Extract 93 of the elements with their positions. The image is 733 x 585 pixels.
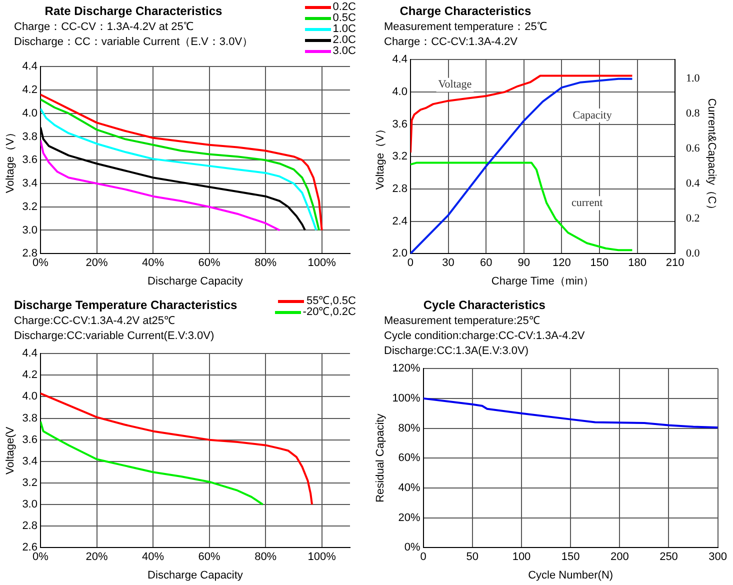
y-axis-title: Residual Capacity [374,413,387,502]
x-tick-label: 100 [512,551,531,564]
y-tick-label: 4.2 [22,369,38,382]
chart-title: Rate Discharge Characteristics [44,4,224,18]
x-tick-label: 100% [308,551,336,564]
x-tick-label: 20% [86,257,108,270]
y-tick-label: 2.4 [392,215,408,228]
y-tick-label: 20% [398,512,421,524]
y-tick-label: 3.8 [22,412,38,424]
x-tick-label: 60% [198,551,221,564]
y-tick-label: 2.8 [22,520,38,532]
chart-subtitle: Measurement temperature:25℃ Cycle condition:charge:CC-CV:1.3A-4.2V Discharge:CC:1.3A(E.V:3.0V) [384,314,585,359]
legend-label: 0.5C [332,12,356,24]
x-tick-label: 0% [32,551,49,564]
y2-axis-title: Current&Capacity（C） [705,98,718,215]
series-label: current [572,197,603,210]
x-tick-label: 0 [420,551,426,564]
chart-title: Charge Characteristics [398,4,532,18]
x-axis-title: Charge Time（min） [491,275,594,288]
chart-subtitle: Charge:CC-CV:1.3A-4.2V at25℃ Discharge:CC:variable Current(E.V:3.0V) [14,314,216,344]
y-tick-label: 4.0 [22,107,38,120]
y2-tick-label: 0.8 [686,108,700,120]
y-tick-label: 3.4 [22,455,38,468]
x-tick-label: 200 [610,551,629,564]
y-tick-label: 3.6 [22,154,38,166]
chart-subtitle: Measurement temperature：25℃ Charge：CC-CV:1.3A-4.2V [384,20,547,50]
y-tick-label: 2.8 [22,248,38,260]
legend-label: 0.2C [332,1,356,13]
y2-tick-label: 1.0 [686,72,700,85]
x-tick-label: 40% [142,551,164,564]
y-tick-label: 3.2 [22,200,38,213]
x-tick-label: 250 [660,551,678,564]
y-tick-label: 2.8 [392,182,408,195]
y-tick-label: 3.0 [22,224,38,236]
y-tick-label: 4.2 [22,84,38,96]
x-tick-label: 150 [590,257,609,270]
y-tick-label: 3.0 [22,498,38,511]
y-tick-label: 100% [392,392,421,404]
x-tick-label: 40% [142,257,164,270]
legend-label: 1.0C [332,23,356,35]
y-tick-label: 60% [398,452,421,464]
chart-subtitle: Charge：CC-CV：1.3A-4.2V at 25℃ Discharge：CC：variable Current（E.V：3.0V） [14,20,254,50]
y-tick-label: 4.4 [392,54,408,66]
x-axis-title: Discharge Capacity [148,275,244,288]
x-tick-label: 210 [666,257,684,270]
y-tick-label: 2.6 [22,542,38,554]
y-tick-label: 3.2 [22,476,38,489]
y-tick-label: 2.0 [392,248,408,260]
y-tick-label: 3.2 [392,150,408,163]
y2-tick-label: 0.0 [686,247,700,260]
y2-tick-label: 0.6 [686,142,700,155]
x-tick-label: 80% [254,257,277,270]
x-tick-label: 180 [628,257,646,270]
y-axis-title: Voltage（V） [4,127,17,194]
legend-label: -20℃,0.2C [302,306,356,318]
x-tick-label: 60 [480,257,492,270]
legend-label: 2.0C [332,34,356,46]
legend-label: 55℃,0.5C [305,295,356,307]
text: Capacity [572,109,612,122]
y2-tick-label: 0.2 [686,212,700,225]
y-tick-label: 3.4 [22,178,38,190]
x-tick-label: 0 [407,257,414,270]
x-tick-label: 100% [308,257,336,270]
y-tick-label: 4.0 [22,390,38,403]
x-axis-title: Discharge Capacity [148,569,244,582]
y-tick-label: 40% [398,482,421,494]
y-axis-title: Voltage(V [4,426,17,474]
y-tick-label: 120% [392,362,421,375]
x-tick-label: 50 [466,551,479,564]
y-axis-title: Voltage（V） [374,124,387,190]
series-label: Voltage [438,78,472,91]
y-tick-label: 3.6 [392,118,408,130]
x-tick-label: 60% [198,257,221,270]
x-tick-label: 0% [32,257,49,270]
y-tick-label: 80% [398,422,421,434]
x-tick-label: 150 [561,551,580,564]
x-axis-title: Cycle Number(N) [528,569,614,582]
y-tick-label: 4.0 [392,86,408,98]
y-tick-label: 3.8 [22,130,38,143]
x-tick-label: 90 [518,257,530,270]
y-tick-label: 4.4 [22,348,38,360]
x-tick-label: 30 [442,257,454,270]
x-tick-label: 20% [86,551,108,564]
chart-title: Discharge Temperature Characteristics [14,298,238,312]
y-tick-label: 0% [404,542,421,554]
x-tick-label: 300 [708,551,728,564]
legend-label: 3.0C [332,45,356,57]
y-tick-label: 3.6 [22,434,38,446]
x-tick-label: 120 [552,257,571,270]
chart-title: Cycle Characteristics [422,298,546,312]
y-tick-label: 4.4 [22,60,38,73]
y2-tick-label: 0.4 [686,178,700,190]
x-tick-label: 80% [254,551,277,564]
